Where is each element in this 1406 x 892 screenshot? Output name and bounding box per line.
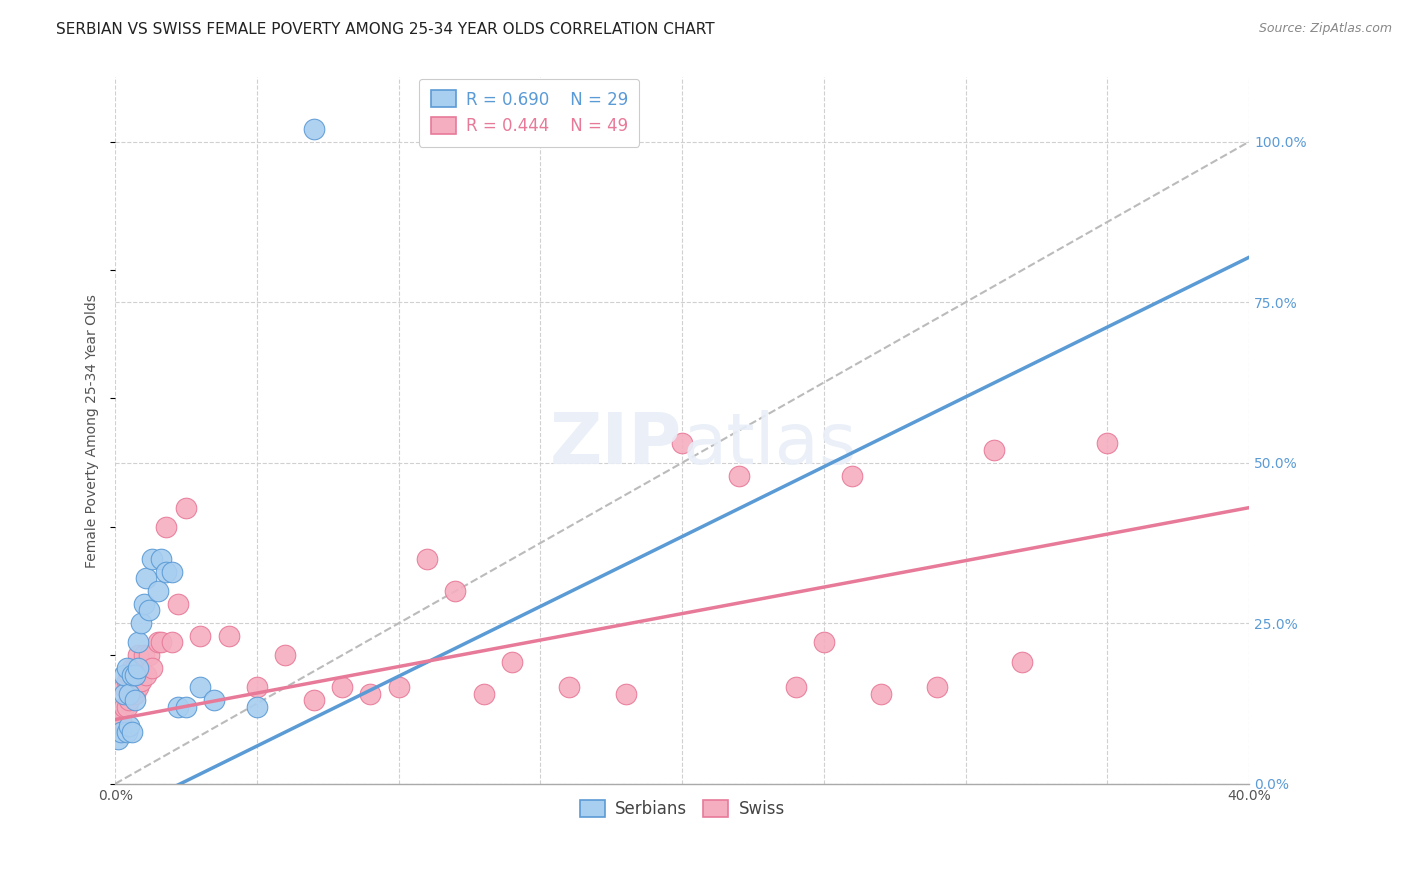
Point bbox=[728, 468, 751, 483]
Point bbox=[146, 635, 169, 649]
Point bbox=[155, 520, 177, 534]
Point bbox=[204, 693, 226, 707]
Point bbox=[129, 673, 152, 688]
Point bbox=[246, 681, 269, 695]
Point bbox=[444, 584, 467, 599]
Point bbox=[107, 713, 129, 727]
Point bbox=[115, 725, 138, 739]
Point bbox=[118, 667, 141, 681]
Point bbox=[107, 731, 129, 746]
Point bbox=[141, 661, 163, 675]
Point bbox=[112, 699, 135, 714]
Point bbox=[129, 616, 152, 631]
Point bbox=[785, 681, 807, 695]
Point bbox=[132, 648, 155, 663]
Point bbox=[138, 648, 160, 663]
Point bbox=[112, 687, 135, 701]
Point bbox=[330, 681, 353, 695]
Point bbox=[110, 725, 132, 739]
Point bbox=[160, 565, 183, 579]
Point bbox=[983, 442, 1005, 457]
Point bbox=[166, 597, 188, 611]
Point bbox=[127, 681, 149, 695]
Point bbox=[115, 673, 138, 688]
Point bbox=[927, 681, 949, 695]
Point bbox=[121, 661, 143, 675]
Point bbox=[359, 687, 381, 701]
Point bbox=[124, 687, 146, 701]
Point bbox=[416, 552, 439, 566]
Point bbox=[671, 436, 693, 450]
Point bbox=[112, 681, 135, 695]
Point bbox=[124, 667, 146, 681]
Point bbox=[118, 719, 141, 733]
Point bbox=[274, 648, 297, 663]
Point bbox=[115, 699, 138, 714]
Point bbox=[472, 687, 495, 701]
Point bbox=[146, 584, 169, 599]
Point bbox=[121, 687, 143, 701]
Text: ZIP: ZIP bbox=[550, 410, 682, 479]
Point bbox=[124, 693, 146, 707]
Point bbox=[121, 667, 143, 681]
Point bbox=[141, 552, 163, 566]
Point bbox=[135, 571, 157, 585]
Point bbox=[135, 667, 157, 681]
Point bbox=[115, 661, 138, 675]
Point bbox=[149, 552, 172, 566]
Point bbox=[501, 655, 523, 669]
Point bbox=[841, 468, 863, 483]
Point bbox=[614, 687, 637, 701]
Point bbox=[174, 500, 197, 515]
Point bbox=[1097, 436, 1119, 450]
Point bbox=[188, 629, 211, 643]
Point bbox=[246, 699, 269, 714]
Point bbox=[155, 565, 177, 579]
Point bbox=[302, 121, 325, 136]
Text: atlas: atlas bbox=[682, 410, 856, 479]
Point bbox=[813, 635, 835, 649]
Point bbox=[127, 648, 149, 663]
Point bbox=[174, 699, 197, 714]
Point bbox=[160, 635, 183, 649]
Point bbox=[1011, 655, 1033, 669]
Point bbox=[127, 661, 149, 675]
Point bbox=[124, 661, 146, 675]
Point bbox=[149, 635, 172, 649]
Point bbox=[218, 629, 240, 643]
Point bbox=[388, 681, 411, 695]
Point bbox=[188, 681, 211, 695]
Point bbox=[138, 603, 160, 617]
Point bbox=[110, 713, 132, 727]
Point bbox=[121, 725, 143, 739]
Point bbox=[127, 635, 149, 649]
Point bbox=[869, 687, 891, 701]
Text: Source: ZipAtlas.com: Source: ZipAtlas.com bbox=[1258, 22, 1392, 36]
Point bbox=[558, 681, 581, 695]
Y-axis label: Female Poverty Among 25-34 Year Olds: Female Poverty Among 25-34 Year Olds bbox=[86, 293, 100, 567]
Legend: Serbians, Swiss: Serbians, Swiss bbox=[574, 793, 792, 825]
Point bbox=[118, 693, 141, 707]
Point bbox=[166, 699, 188, 714]
Point bbox=[118, 687, 141, 701]
Point bbox=[132, 597, 155, 611]
Text: SERBIAN VS SWISS FEMALE POVERTY AMONG 25-34 YEAR OLDS CORRELATION CHART: SERBIAN VS SWISS FEMALE POVERTY AMONG 25… bbox=[56, 22, 714, 37]
Point bbox=[302, 693, 325, 707]
Point bbox=[112, 667, 135, 681]
